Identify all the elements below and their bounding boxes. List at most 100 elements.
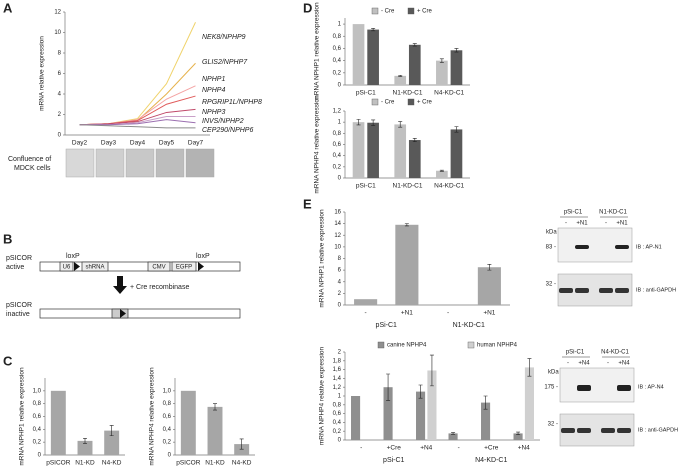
blot-group: pSi-C1 (564, 210, 583, 216)
series-line (79, 22, 196, 126)
error-bar (439, 169, 444, 172)
y-axis-label: mRNA NPHP1 relative expression (314, 2, 321, 101)
construct-bar (39, 261, 241, 272)
y-tick-label: 0,4 (33, 427, 42, 433)
y-tick-label: 0,6 (333, 411, 342, 417)
x-tick-label: +N4 (518, 445, 530, 452)
x-tick-label: Day7 (188, 140, 204, 147)
error-bar (371, 28, 376, 32)
bar (104, 430, 120, 455)
error-bar (412, 43, 417, 47)
error-bar (398, 74, 403, 77)
y-tick-label: 0,2 (333, 429, 342, 435)
loxp-label: loxP (66, 253, 80, 260)
x-tick-label: +N1 (483, 310, 495, 317)
bar (416, 391, 426, 440)
construct-bar (39, 308, 241, 319)
y-tick-label: 1 (338, 394, 342, 400)
error-bar (418, 384, 423, 399)
y-tick-label: 2 (58, 112, 62, 118)
y-tick-label: 0,4 (333, 58, 342, 64)
diagram: pSICOR active loxP loxP U6 shRNA CMV EGF… (6, 253, 241, 319)
error-bar (451, 432, 456, 435)
x-tick-label: Day2 (72, 140, 88, 147)
y-tick-label: 0,8 (33, 401, 42, 407)
x-tick-label: Day3 (101, 140, 117, 147)
y-tick-label: 12 (54, 10, 61, 16)
blot-band (599, 288, 613, 293)
blot-band (575, 245, 589, 249)
group-label: pSi-C1 (383, 457, 405, 464)
x-tick-label: N1-KD-C1 (393, 183, 423, 190)
panel-letter: C (3, 353, 13, 368)
legend-label: human NPHP4 (477, 343, 518, 349)
bar (383, 387, 393, 440)
series-label: NEK8/NPHP9 (202, 34, 246, 41)
image-label: MDCK cells (14, 165, 51, 172)
y-axis-label: mRNA NPHP4 relative expression (319, 346, 326, 445)
blot-marker: 32 - (548, 422, 558, 428)
blot-lane: +N4 (618, 361, 630, 367)
x-tick-label: pSICOR (176, 460, 201, 467)
cell-image (65, 148, 95, 178)
blot-band (617, 428, 631, 433)
x-tick-label: pSi-C1 (356, 183, 376, 190)
bar (394, 75, 407, 85)
x-tick-label: +Cre (387, 445, 402, 452)
y-tick-label: 0 (338, 438, 342, 444)
blot-marker: 83 - (546, 245, 556, 251)
x-tick-label: +N1 (401, 310, 413, 317)
x-tick-label: N4-KD (102, 460, 122, 467)
legend-swatch (377, 341, 385, 349)
y-tick-label: 8 (58, 51, 62, 57)
panel-letter: B (3, 231, 12, 246)
blot-antibody: IB : AP-N1 (636, 244, 662, 250)
bar (408, 44, 421, 85)
x-tick-label: +Cre (484, 445, 499, 452)
error-bar (213, 403, 217, 411)
y-tick-label: 8 (338, 256, 342, 262)
blot-lane: - (565, 221, 567, 227)
x-tick-label: N4-KD-C1 (434, 90, 464, 97)
x-tick-label: pSICOR (46, 460, 71, 467)
panel-letter: E (303, 196, 312, 211)
y-tick-label: 0 (168, 453, 172, 459)
blot-kda: kDa (546, 230, 557, 236)
y-tick-label: 4 (58, 92, 62, 98)
error-bar (386, 373, 391, 401)
error-bar (527, 358, 532, 377)
cell-images (65, 148, 215, 178)
bar (367, 29, 379, 85)
bar (427, 370, 437, 440)
error-bar (454, 126, 459, 133)
bar (234, 444, 250, 455)
y-tick-label: 1 (338, 22, 342, 28)
blot-marker: 32 - (546, 282, 556, 288)
blot-lane: - (607, 361, 609, 367)
y-tick-label: 16 (334, 210, 341, 216)
element-label: U6 (63, 265, 71, 271)
x-tick-label: - (458, 445, 460, 452)
x-tick-label: Day5 (159, 140, 175, 147)
blot-band (615, 245, 629, 249)
bar (408, 140, 421, 178)
y-tick-label: 6 (58, 71, 62, 77)
legend-label: canine NPHP4 (387, 343, 427, 349)
blot-kda: kDa (548, 370, 559, 376)
error-bar (398, 121, 403, 128)
loxp-triangle (120, 309, 126, 318)
y-tick-label: 10 (54, 30, 61, 36)
series-line (79, 124, 196, 129)
y-tick-label: 1,0 (33, 388, 42, 394)
construct-label: pSICOR (6, 302, 32, 309)
blot-antibody: IB : anti-GAPDH (638, 427, 678, 433)
blot-band (601, 428, 615, 433)
y-tick-label: 0,6 (333, 142, 342, 148)
blot-band (577, 428, 591, 433)
y-tick-label: 0,6 (33, 414, 42, 420)
error-bar (439, 58, 444, 63)
blot-lane: +N4 (578, 361, 590, 367)
y-tick-label: 12 (334, 233, 341, 239)
blot-lane: - (567, 361, 569, 367)
x-tick-label: - (365, 310, 367, 317)
